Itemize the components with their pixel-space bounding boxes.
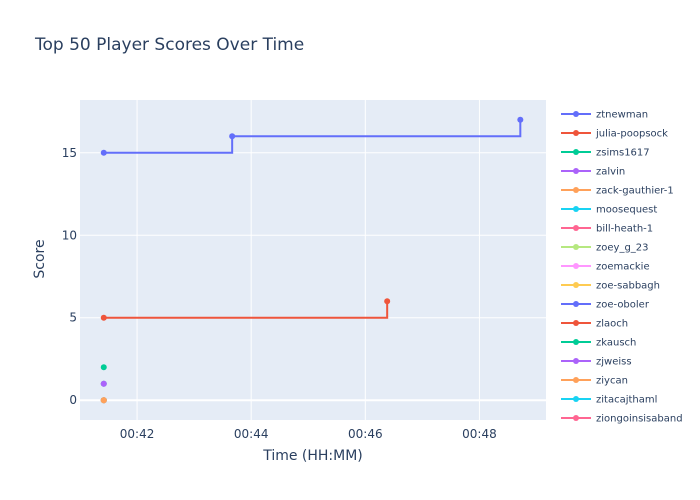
legend-label: zalvin bbox=[596, 167, 625, 178]
legend-label: zack-gauthier-1 bbox=[596, 186, 674, 197]
data-point-julia-poopsock bbox=[100, 314, 107, 321]
axis-ticks: 00:42 00:44 00:46 00:48 0 5 10 15 bbox=[62, 146, 497, 441]
legend-label: zoemackie bbox=[596, 262, 650, 273]
series-markers bbox=[100, 116, 524, 404]
y-axis-title: Score bbox=[32, 239, 48, 278]
legend-marker-swatch bbox=[573, 168, 579, 174]
legend-marker-swatch bbox=[573, 282, 579, 288]
legend-label: ziongoinsisaband bbox=[596, 414, 683, 425]
legend-label: zkausch bbox=[596, 338, 636, 349]
legend-marker-swatch bbox=[573, 263, 579, 269]
legend-marker-swatch bbox=[573, 111, 579, 117]
data-point-ztnewman bbox=[229, 133, 236, 140]
series-line-julia-poopsock bbox=[103, 301, 389, 319]
legend-marker-swatch bbox=[573, 149, 579, 155]
legend-label: julia-poopsock bbox=[595, 129, 668, 140]
legend-label: zoey_g_23 bbox=[596, 243, 649, 254]
legend-label: ztnewman bbox=[596, 110, 648, 121]
x-tick-label: 00:42 bbox=[120, 427, 155, 441]
legend-marker-swatch bbox=[573, 130, 579, 136]
data-point-ztnewman bbox=[100, 149, 107, 156]
data-point-zack-gauthier-1 bbox=[100, 397, 107, 404]
legend-marker-swatch bbox=[573, 187, 579, 193]
chart-title: Top 50 Player Scores Over Time bbox=[34, 35, 304, 55]
legend-item-zack-gauthier-1[interactable]: zack-gauthier-1 bbox=[561, 186, 674, 197]
legend-label: zoe-oboler bbox=[596, 300, 650, 311]
legend-label: bill-heath-1 bbox=[596, 224, 653, 235]
legend-label: zsims1617 bbox=[596, 148, 650, 159]
x-tick-label: 00:46 bbox=[348, 427, 383, 441]
legend-item-bill-heath-1[interactable]: bill-heath-1 bbox=[561, 224, 653, 235]
legend-item-zoey_g_23[interactable]: zoey_g_23 bbox=[561, 243, 649, 254]
y-tick-label: 10 bbox=[62, 228, 77, 242]
legend-marker-swatch bbox=[573, 301, 579, 307]
legend-label: zlaoch bbox=[596, 319, 628, 330]
legend-marker-swatch bbox=[573, 415, 579, 421]
data-point-zsims1617 bbox=[100, 364, 107, 371]
legend-label: ziycan bbox=[596, 376, 628, 387]
legend-item-zoe-sabbagh[interactable]: zoe-sabbagh bbox=[561, 281, 660, 292]
legend-marker-swatch bbox=[573, 339, 579, 345]
y-tick-label: 0 bbox=[69, 393, 77, 407]
legend-label: zoe-sabbagh bbox=[596, 281, 660, 292]
legend-item-julia-poopsock[interactable]: julia-poopsock bbox=[561, 129, 668, 140]
legend-item-ziycan[interactable]: ziycan bbox=[561, 376, 628, 387]
legend-marker-swatch bbox=[573, 358, 579, 364]
legend-item-ziongoinsisaband[interactable]: ziongoinsisaband bbox=[561, 414, 683, 425]
legend-item-zalvin[interactable]: zalvin bbox=[561, 167, 625, 178]
x-tick-label: 00:44 bbox=[234, 427, 269, 441]
legend-marker-swatch bbox=[573, 225, 579, 231]
legend-marker-swatch bbox=[573, 396, 579, 402]
legend-item-zlaoch[interactable]: zlaoch bbox=[561, 319, 628, 330]
legend-marker-swatch bbox=[573, 206, 579, 212]
legend-item-zitacajthaml[interactable]: zitacajthaml bbox=[561, 395, 657, 406]
legend-item-zoe-oboler[interactable]: zoe-oboler bbox=[561, 300, 650, 311]
legend-item-zoemackie[interactable]: zoemackie bbox=[561, 262, 650, 273]
legend-item-zjweiss[interactable]: zjweiss bbox=[561, 357, 632, 368]
legend-item-moosequest[interactable]: moosequest bbox=[561, 205, 657, 216]
legend-item-zsims1617[interactable]: zsims1617 bbox=[561, 148, 650, 159]
x-tick-label: 00:48 bbox=[462, 427, 497, 441]
x-axis-title: Time (HH:MM) bbox=[262, 448, 363, 464]
legend-marker-swatch bbox=[573, 377, 579, 383]
legend: ztnewman julia-poopsock zsims1617 zalvin zac… bbox=[561, 110, 683, 425]
legend-label: moosequest bbox=[596, 205, 657, 216]
y-tick-label: 15 bbox=[62, 146, 77, 160]
legend-item-zkausch[interactable]: zkausch bbox=[561, 338, 636, 349]
legend-label: zjweiss bbox=[596, 357, 632, 368]
legend-label: zitacajthaml bbox=[596, 395, 657, 406]
plot-area bbox=[80, 100, 546, 420]
data-point-ztnewman bbox=[517, 116, 524, 123]
data-point-zalvin bbox=[100, 380, 107, 387]
legend-marker-swatch bbox=[573, 320, 579, 326]
legend-item-ztnewman[interactable]: ztnewman bbox=[561, 110, 648, 121]
y-tick-label: 5 bbox=[69, 311, 77, 325]
data-point-julia-poopsock bbox=[384, 298, 391, 305]
legend-marker-swatch bbox=[573, 244, 579, 250]
